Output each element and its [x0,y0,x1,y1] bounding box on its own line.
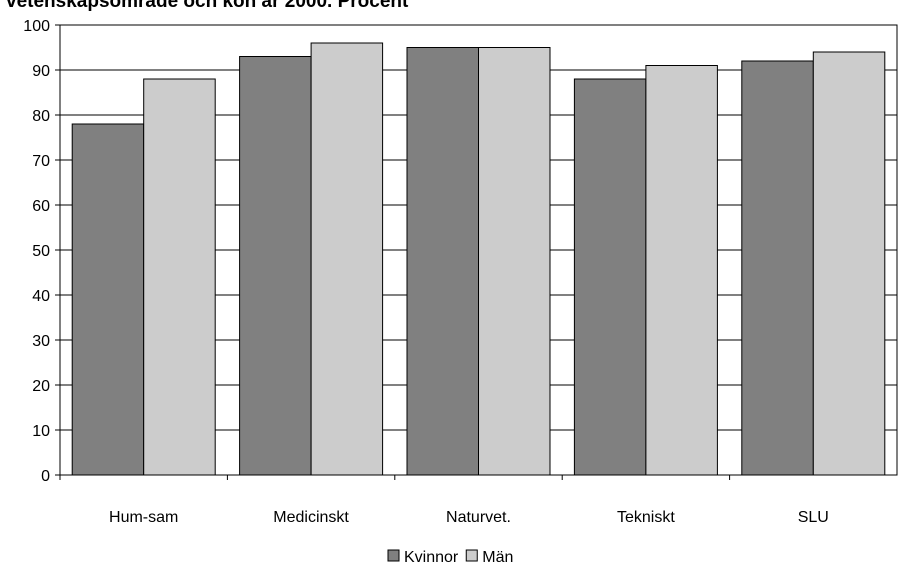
y-tick-label: 60 [32,198,50,215]
x-category-label: Tekniskt [617,509,675,526]
x-category-label: SLU [798,509,829,526]
y-tick-label: 50 [32,243,50,260]
x-axis-labels: Hum-sam Medicinskt Naturvet. Tekniskt SLU [59,475,829,526]
bar-män-slu [812,51,886,476]
y-tick-label: 100 [23,18,50,35]
y-tick-label: 80 [32,108,50,125]
y-tick-label: 10 [32,423,50,440]
legend-swatch [387,549,400,562]
bars [71,42,886,476]
bar-män-hum-sam [143,78,216,476]
y-tick-label: 90 [32,63,50,80]
chart-title: vetenskapsområde och kön år 2000. Procen… [6,0,409,12]
x-category-label: Hum-sam [109,509,178,526]
bar-kvinnor-tekniskt [573,78,647,476]
y-axis-ticks: 0 10 20 30 40 50 60 70 80 90 100 [23,18,60,485]
y-tick-label: 0 [41,468,50,485]
bar-kvinnor-slu [741,60,814,476]
y-tick-label: 70 [32,153,50,170]
bar-män-naturvet- [478,47,551,476]
x-category-label: Medicinskt [273,509,349,526]
legend-label: Kvinnor [404,549,459,566]
y-tick-label: 40 [32,288,50,305]
legend-swatch [465,549,478,562]
y-tick-label: 20 [32,378,50,395]
bar-män-tekniskt [645,65,718,476]
bar-kvinnor-medicinskt [239,56,312,476]
x-category-label: Naturvet. [446,509,511,526]
bar-kvinnor-hum-sam [71,123,145,476]
bar-kvinnor-naturvet- [406,47,479,476]
legend-label: Män [482,549,513,566]
y-tick-label: 30 [32,333,50,350]
bar-män-medicinskt [310,42,384,476]
legend: Kvinnor Män [387,549,513,566]
